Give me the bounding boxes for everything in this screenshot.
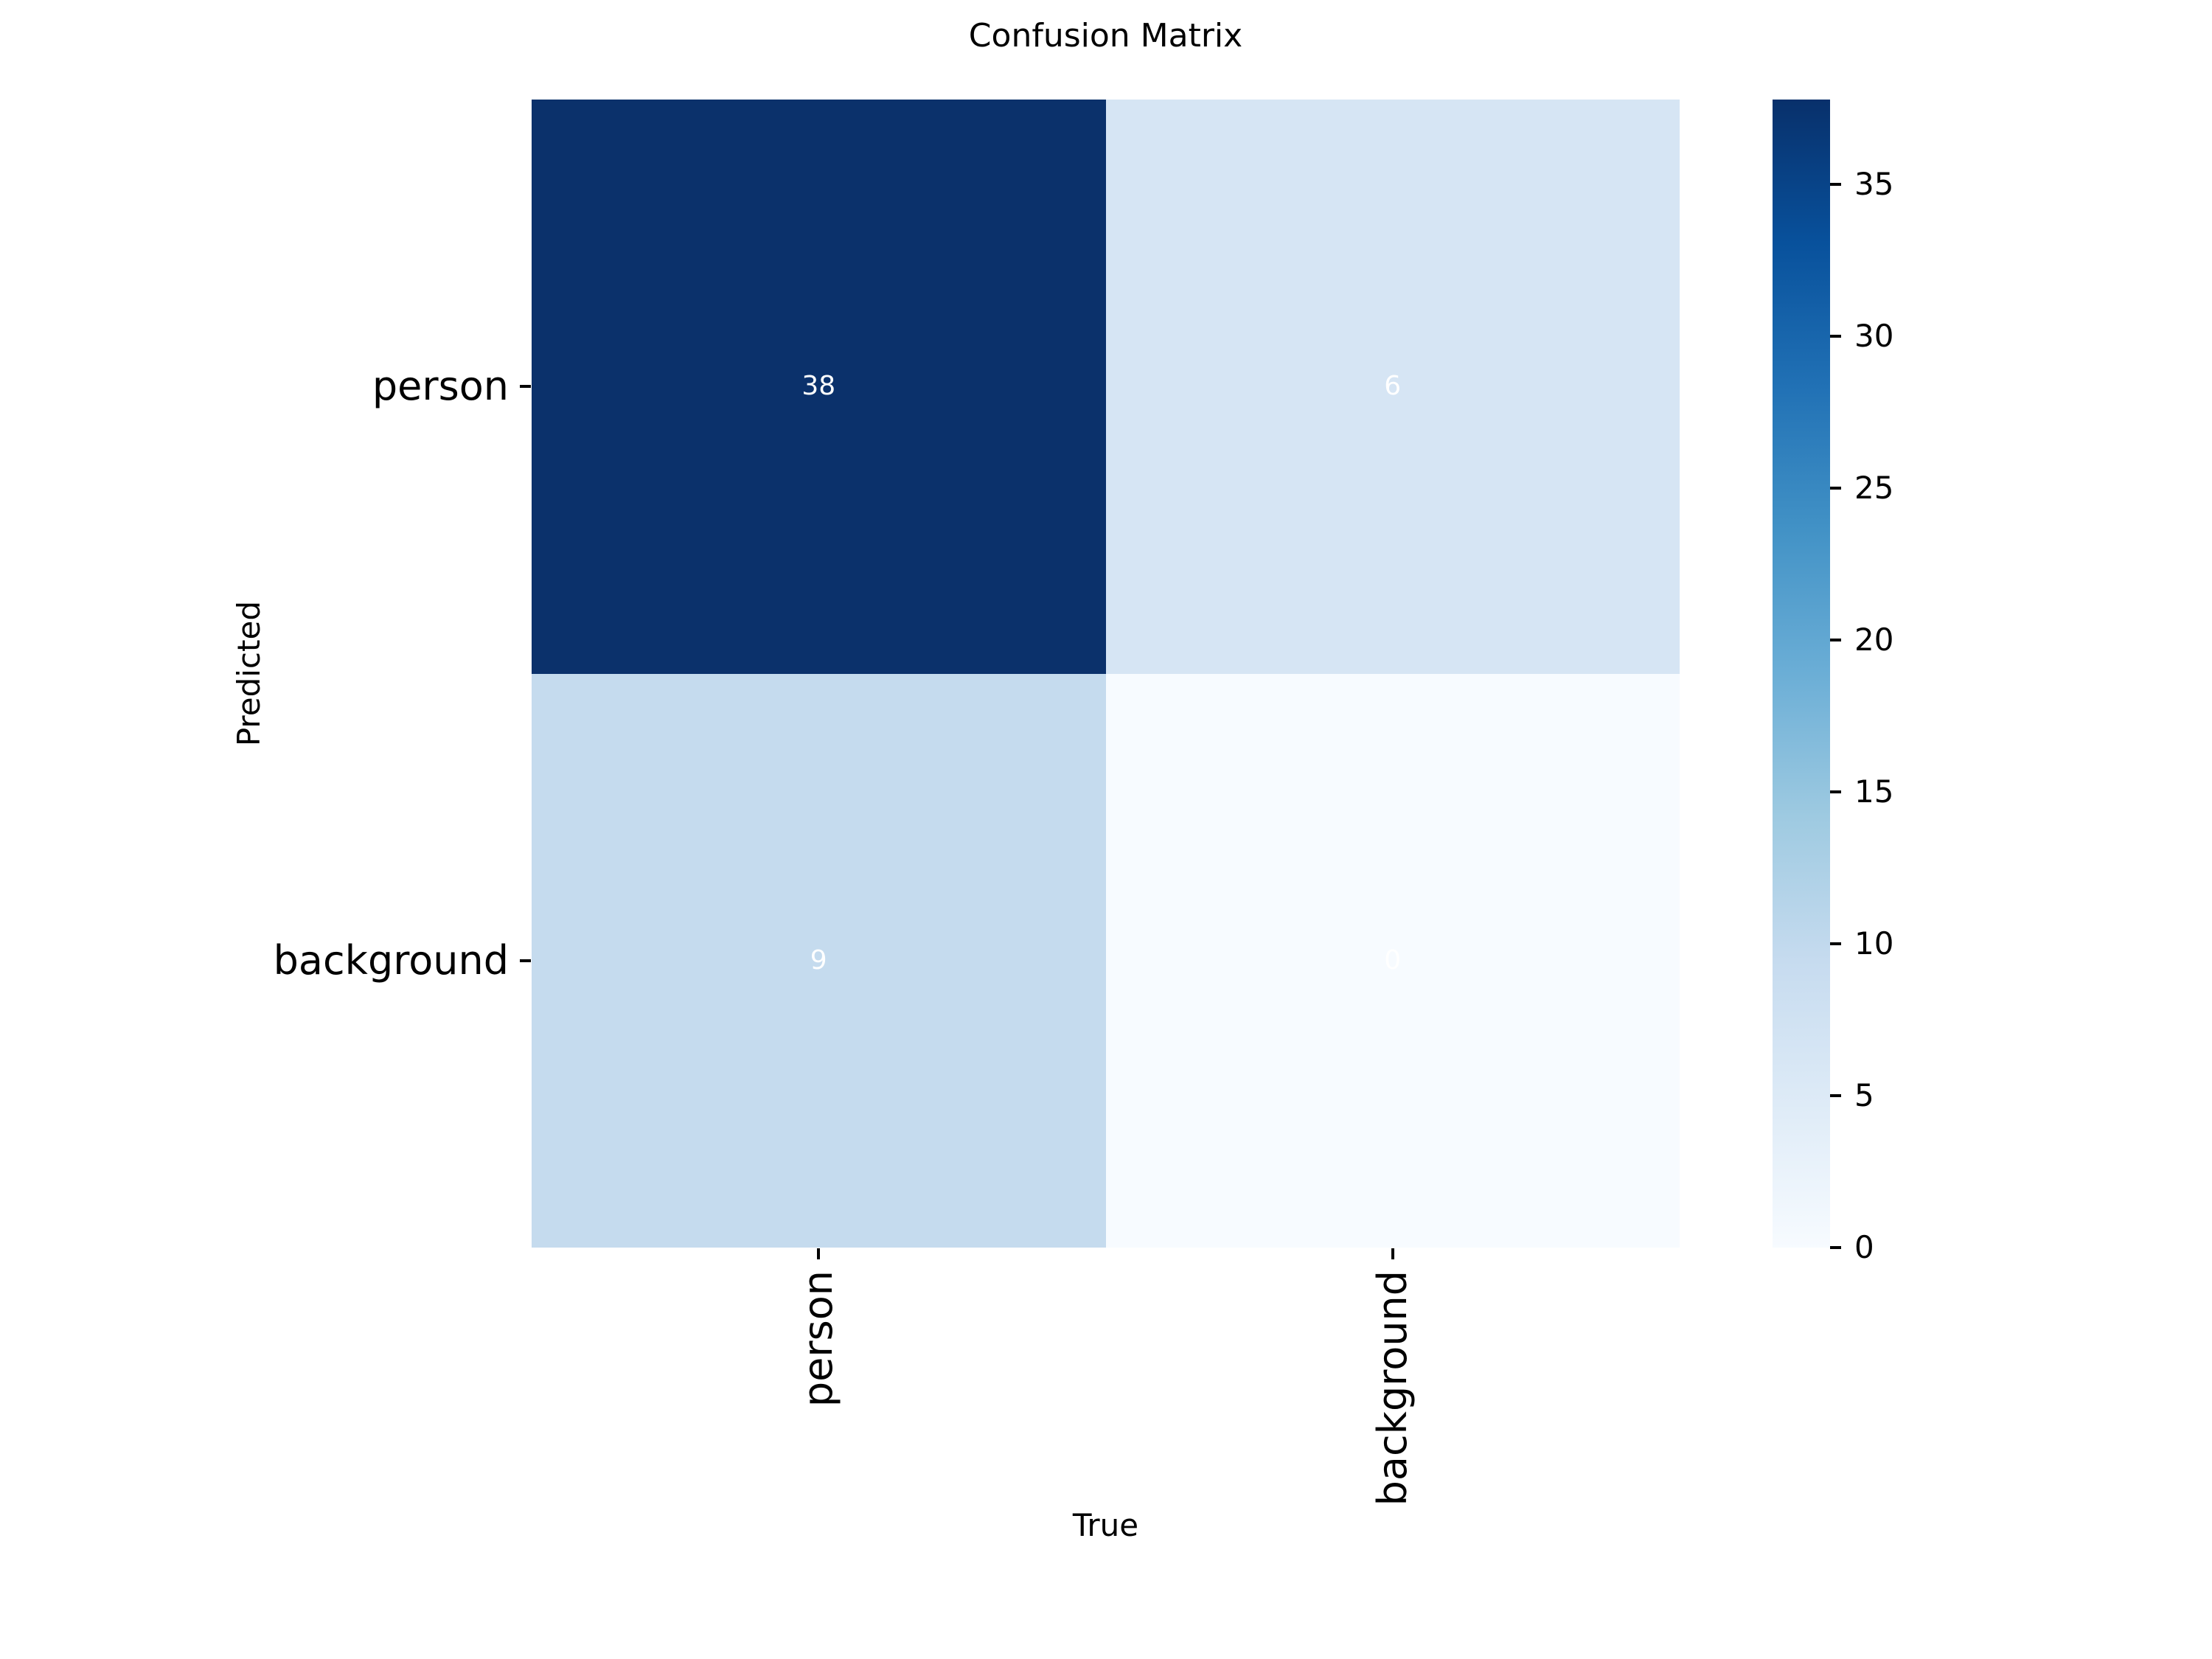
y-tick-mark-background [520,959,531,962]
chart-title: Confusion Matrix [968,17,1243,55]
colorbar-tick-label: 15 [1854,773,1894,810]
colorbar-tick-mark [1830,487,1841,490]
colorbar-tick-mark [1830,335,1841,338]
cell-annotation: 38 [801,371,836,402]
cell-annotation: 6 [1384,371,1402,402]
heatmap-cell-pred-background-true-person: 9 [532,673,1106,1248]
colorbar-tick: 15 [1830,776,1893,807]
y-axis-label: Predicted [230,600,267,747]
colorbar-tick-label: 20 [1854,622,1894,658]
heatmap: 38 6 9 0 [532,100,1680,1248]
colorbar-tick-mark [1830,183,1841,186]
x-axis-label: True [1072,1507,1139,1543]
heatmap-cell-pred-background-true-background: 0 [1105,673,1680,1248]
colorbar-tick: 25 [1830,473,1893,504]
colorbar-tick-label: 35 [1854,166,1894,202]
x-tick-mark-person [817,1248,820,1259]
cell-annotation: 9 [810,945,827,975]
x-tick-label-background: background [1369,1270,1416,1506]
colorbar-tick: 5 [1830,1080,1874,1111]
colorbar-tick-label: 5 [1854,1077,1874,1113]
colorbar-tick-label: 25 [1854,470,1894,506]
colorbar-tick: 30 [1830,321,1893,352]
colorbar-tick-label: 0 [1854,1229,1874,1265]
colorbar-tick-mark [1830,1246,1841,1249]
colorbar-tick: 0 [1830,1232,1874,1263]
colorbar-tick-mark [1830,1094,1841,1097]
colorbar-tick-label: 30 [1854,318,1894,354]
x-tick-mark-background [1391,1248,1394,1259]
colorbar-gradient [1773,100,1830,1248]
colorbar-tick: 20 [1830,625,1893,655]
y-tick-label-person: person [372,363,509,409]
y-tick-mark-person [520,385,531,388]
colorbar-tick: 35 [1830,169,1893,200]
colorbar-tick: 10 [1830,928,1893,959]
cell-annotation: 0 [1384,945,1402,975]
heatmap-cell-pred-person-true-background: 6 [1105,100,1680,674]
colorbar-tick-mark [1830,942,1841,945]
colorbar-tick-mark [1830,639,1841,641]
colorbar-tick-label: 10 [1854,925,1894,961]
heatmap-cell-pred-person-true-person: 38 [532,100,1106,674]
colorbar-tick-mark [1830,790,1841,793]
y-tick-label-background: background [273,937,509,984]
y-axis-label-box: Predicted [225,100,272,1248]
x-tick-label-person: person [795,1270,841,1408]
